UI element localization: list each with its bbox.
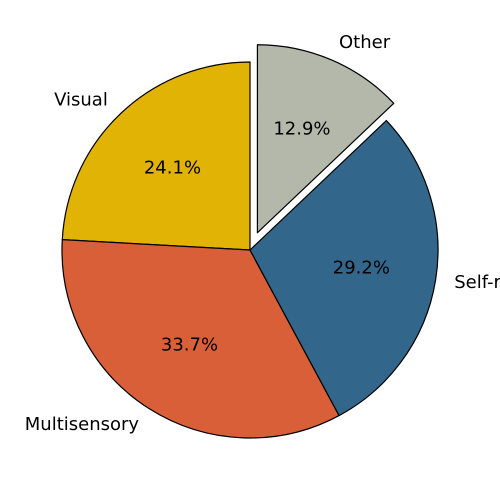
slice-other bbox=[256, 44, 395, 234]
category-labels: Visual Multisensory Self-regulation Other bbox=[25, 32, 500, 435]
slice-visual bbox=[61, 61, 251, 251]
category-label-multisensory: Multisensory bbox=[25, 414, 140, 435]
percent-label-other: 12.9% bbox=[273, 119, 330, 140]
slice-multisensory bbox=[61, 239, 340, 439]
category-label-other: Other bbox=[339, 32, 391, 53]
percent-label-self-regulation: 29.2% bbox=[333, 257, 390, 278]
percent-labels: 24.1% 33.7% 29.2% 12.9% bbox=[144, 119, 390, 356]
percent-label-multisensory: 33.7% bbox=[161, 335, 218, 356]
percent-label-visual: 24.1% bbox=[144, 158, 201, 179]
slice-self-regulation bbox=[249, 119, 439, 417]
category-label-visual: Visual bbox=[54, 89, 108, 110]
pie-slices bbox=[61, 44, 439, 439]
category-label-self-regulation: Self-regulation bbox=[454, 272, 500, 293]
